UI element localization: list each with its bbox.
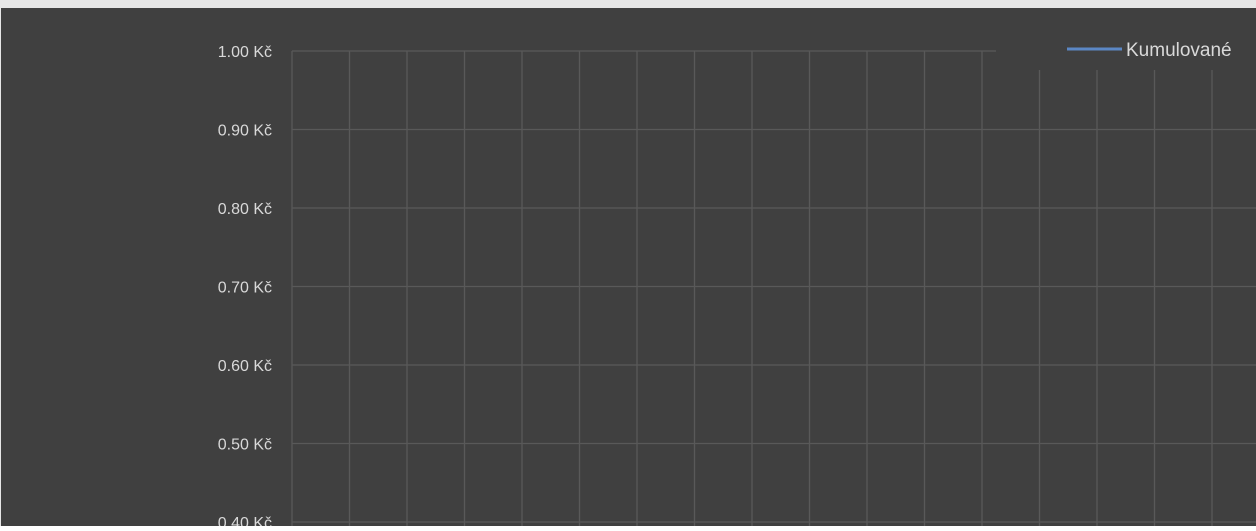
y-tick-label: 0.40 Kč xyxy=(218,515,272,526)
y-tick-label: 0.50 Kč xyxy=(218,437,272,454)
gridlines xyxy=(291,50,1256,526)
y-tick-label: 0.70 Kč xyxy=(218,280,272,297)
legend: Kumulované xyxy=(1032,28,1256,70)
y-tick-label: 0.80 Kč xyxy=(218,201,272,218)
y-axis-tick-labels: 1.00 Kč 0.90 Kč 0.80 Kč 0.70 Kč 0.60 Kč 0.50 … xyxy=(218,44,272,531)
legend-label-kumulovane: Kumulované xyxy=(1126,40,1232,61)
y-tick-label: 0.60 Kč xyxy=(218,358,272,375)
y-tick-label: 1.00 Kč xyxy=(218,44,272,61)
chart-background xyxy=(1,8,1256,526)
y-tick-label: 0.90 Kč xyxy=(218,123,272,140)
